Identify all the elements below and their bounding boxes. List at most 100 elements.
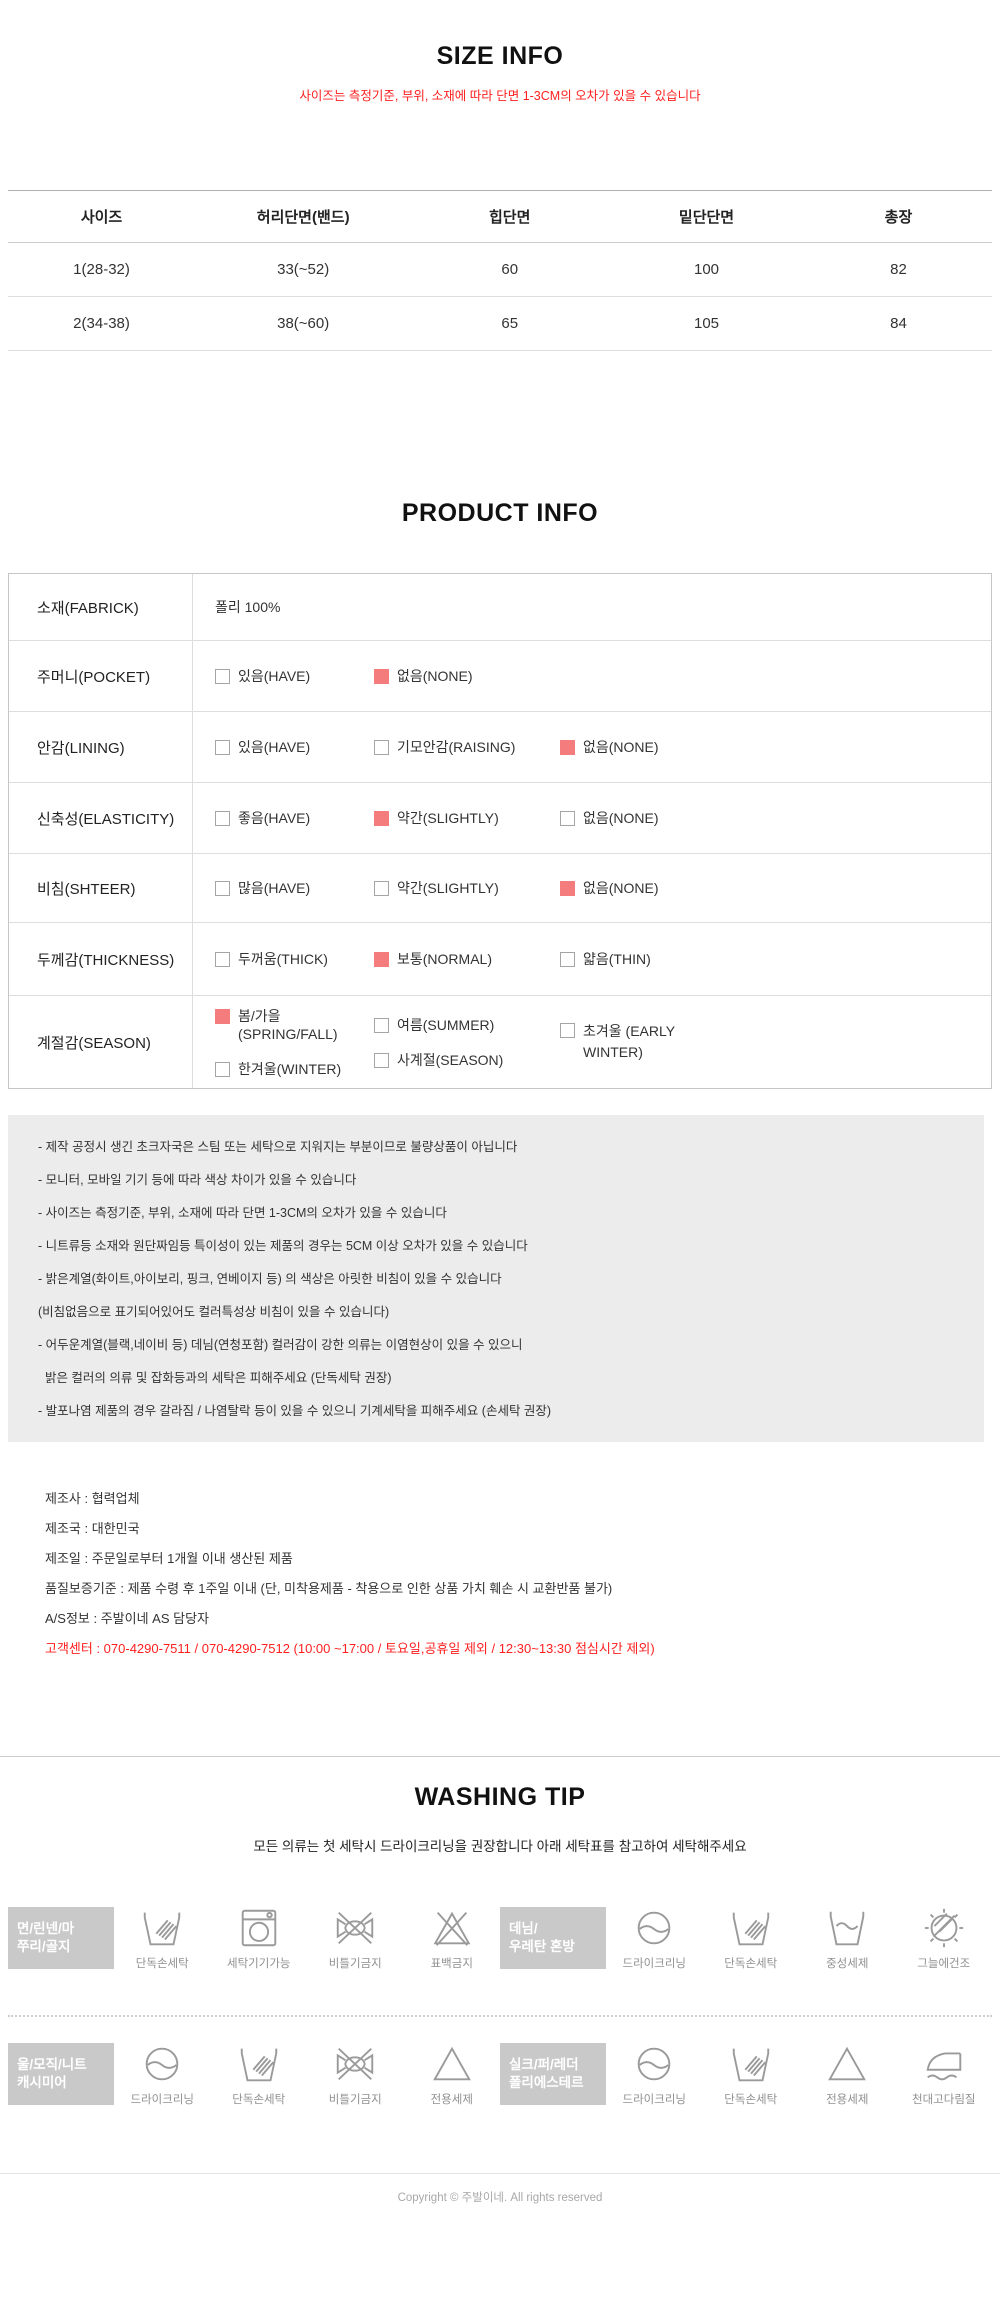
wash-symbol-item: 단독손세탁	[114, 1905, 211, 1971]
maker-info-line: 제조사 : 협력업체	[45, 1491, 140, 1506]
season-option-column: 봄/가을(SPRING/FALL) 한겨울(WINTER)	[215, 1007, 374, 1078]
product-row-value: 봄/가을(SPRING/FALL) 한겨울(WINTER) 여름(SUMMER) 사계…	[193, 996, 991, 1088]
size-cell: 1(28-32)	[8, 242, 196, 297]
product-option-label: 없음(NONE)	[583, 880, 659, 896]
hand-wash-icon	[144, 1912, 181, 1946]
fabric-group-label: 데님/우레탄 혼방	[500, 1907, 606, 1969]
size-cell: 60	[411, 242, 609, 297]
dry-clean-icon	[637, 1911, 671, 1945]
product-row: 안감(LINING) 있음(HAVE) 기모안감(RAISING) 없음(NONE)	[9, 712, 991, 783]
washing-tip-title: WASHING TIP	[414, 1783, 586, 1811]
notice-line: (비침없음으로 표기되어있어도 컬러특성상 비침이 있을 수 있습니다)	[38, 1305, 390, 1319]
product-option-label: 많음(HAVE)	[238, 880, 311, 896]
unchecked-checkbox-icon	[374, 881, 389, 896]
size-col-header: 총장	[804, 190, 992, 243]
checked-checkbox-icon	[560, 740, 575, 755]
product-row-label: 비침(SHTEER)	[9, 854, 193, 922]
product-option: 없음(NONE)	[560, 809, 991, 827]
special-detergent-icon	[432, 2046, 471, 2081]
customer-center-line: 고객센터 : 070-4290-7511 / 070-4290-7512 (10…	[45, 1641, 655, 1656]
product-row: 주머니(POCKET) 있음(HAVE) 없음(NONE)	[9, 641, 991, 712]
wash-symbol-item: 비틀기금지	[307, 2041, 404, 2107]
product-option: 얇음(THIN)	[560, 950, 991, 968]
maker-info-line: 제조국 : 대한민국	[45, 1521, 140, 1536]
product-option-label: 보통(NORMAL)	[397, 951, 492, 967]
washing-group: 면/린넨/마 쭈리/골지 단독손세탁 세탁기기가능 비틀기금지 표백금지	[8, 1905, 500, 1971]
wash-symbol-item: 그늘에건조	[896, 1905, 993, 1971]
unchecked-checkbox-icon	[560, 811, 575, 826]
wash-symbol-caption: 전용세제	[826, 2094, 869, 2106]
manufacturer-info: 제조사 : 협력업체 제조국 : 대한민국 제조일 : 주문일로부터 1개월 이내 …	[45, 1484, 1000, 1664]
unchecked-checkbox-icon	[215, 811, 230, 826]
no-bleach-icon	[433, 1911, 471, 1946]
product-option-label: 없음(NONE)	[397, 668, 473, 684]
product-option: 없음(NONE)	[560, 738, 991, 756]
wash-symbol-item: 단독손세탁	[703, 2041, 800, 2107]
product-option: 초겨울 (EARLY WINTER)	[560, 1021, 991, 1063]
unchecked-checkbox-icon	[215, 740, 230, 755]
product-option: 한겨울(WINTER)	[215, 1060, 374, 1078]
product-row-label: 두께감(THICKNESS)	[9, 923, 193, 995]
size-col-header: 사이즈	[8, 190, 196, 243]
checked-checkbox-icon	[215, 1008, 230, 1024]
fabric-group-label-line: 쭈리/골지	[17, 1939, 71, 1954]
wash-symbol-item: 세탁기기가능	[211, 1905, 308, 1971]
unchecked-checkbox-icon	[215, 669, 230, 684]
notice-line: - 발포나염 제품의 경우 갈라짐 / 나염탈락 등이 있을 수 있으니 기계세…	[38, 1404, 552, 1418]
wash-symbol-item: 전용세제	[404, 2041, 501, 2107]
product-row: 소재(FABRICK) 폴리 100%	[9, 574, 991, 641]
product-option-label: 있음(HAVE)	[238, 739, 311, 755]
fabric-group-label-line: 울/모직/니트	[17, 2057, 87, 2072]
product-option: 좋음(HAVE)	[215, 809, 374, 827]
product-option-label: 여름(SUMMER)	[397, 1016, 495, 1033]
wash-symbol-item: 비틀기금지	[307, 1905, 404, 1971]
product-option: 사계절(SEASON)	[374, 1051, 560, 1069]
unchecked-checkbox-icon	[374, 1017, 389, 1033]
washing-group: 울/모직/니트 캐시미어 드라이크리닝 단독손세탁 비틀기금지 전용세제	[8, 2041, 500, 2107]
maker-info-line: 품질보증기준 : 제품 수령 후 1주일 이내 (단, 미착용제품 - 착용으로…	[45, 1581, 613, 1596]
fabric-group-label: 면/린넨/마 쭈리/골지	[8, 1907, 114, 1969]
washing-tip-subtitle: 모든 의류는 첫 세탁시 드라이크리닝을 권장합니다 아래 세탁표를 참고하여 …	[253, 1839, 747, 1854]
unchecked-checkbox-icon	[560, 1023, 575, 1038]
product-option: 있음(HAVE)	[215, 667, 374, 685]
checked-checkbox-icon	[374, 811, 389, 826]
product-option-label: 없음(NONE)	[583, 810, 659, 826]
wash-symbol-caption: 단독손세탁	[724, 1958, 778, 1970]
wash-symbol-caption: 비틀기금지	[328, 1958, 382, 1970]
size-table-row: 2(34-38) 38(~60) 65 105 84	[8, 296, 992, 351]
product-row-label: 안감(LINING)	[9, 712, 193, 782]
product-row-value: 두꺼움(THICK) 보통(NORMAL) 얇음(THIN)	[193, 923, 991, 995]
notice-line: - 어두운계열(블랙,네이비 등) 데님(연청포함) 컬러감이 강한 의류는 이…	[38, 1338, 523, 1352]
product-option-label: 약간(SLIGHTLY)	[397, 810, 499, 826]
product-option: 봄/가을(SPRING/FALL)	[215, 1007, 374, 1043]
notice-line: - 제작 공정시 생긴 초크자국은 스팀 또는 세탁으로 지워지는 부분이므로 …	[38, 1140, 518, 1154]
fabric-group-label: 실크/퍼/레더 폴리에스테르	[500, 2043, 606, 2105]
wash-symbol-caption: 드라이크리닝	[622, 2094, 686, 2106]
product-value-text: 폴리 100%	[215, 599, 281, 615]
wash-symbol-caption: 중성세제	[826, 1958, 869, 1970]
unchecked-checkbox-icon	[560, 952, 575, 967]
checked-checkbox-icon	[560, 881, 575, 896]
product-option-label: 좋음(HAVE)	[238, 810, 311, 826]
product-option: 보통(NORMAL)	[374, 950, 560, 968]
wash-symbol-caption: 드라이크리닝	[622, 1958, 686, 1970]
hand-wash-icon	[732, 2048, 769, 2082]
dotted-divider	[8, 2015, 992, 2017]
wash-symbol-item: 전용세제	[799, 2041, 896, 2107]
washing-machine-icon	[241, 1909, 276, 1947]
section-divider	[0, 1756, 1000, 1757]
unchecked-checkbox-icon	[215, 952, 230, 967]
size-table-header-row: 사이즈 허리단면(밴드) 힙단면 밑단단면 총장	[8, 190, 992, 243]
washing-row: 울/모직/니트 캐시미어 드라이크리닝 단독손세탁 비틀기금지 전용세제 실크/퍼/레더 폴리…	[8, 2041, 992, 2107]
wash-symbol-caption: 전용세제	[430, 2094, 473, 2106]
product-option-label: 기모안감(RAISING)	[397, 739, 516, 755]
footer: Copyright © 주발이네. All rights reserved	[0, 2173, 1000, 2205]
product-option: 약간(SLIGHTLY)	[374, 809, 560, 827]
product-info-title: PRODUCT INFO	[401, 499, 599, 527]
wash-symbol-caption: 비틀기금지	[328, 2094, 382, 2106]
product-row-value: 있음(HAVE) 기모안감(RAISING) 없음(NONE)	[193, 712, 991, 782]
wash-symbol-caption: 세탁기기가능	[227, 1958, 291, 1970]
wash-symbol-item: 단독손세탁	[211, 2041, 308, 2107]
product-row: 두께감(THICKNESS) 두꺼움(THICK) 보통(NORMAL) 얇음(THI…	[9, 923, 991, 996]
